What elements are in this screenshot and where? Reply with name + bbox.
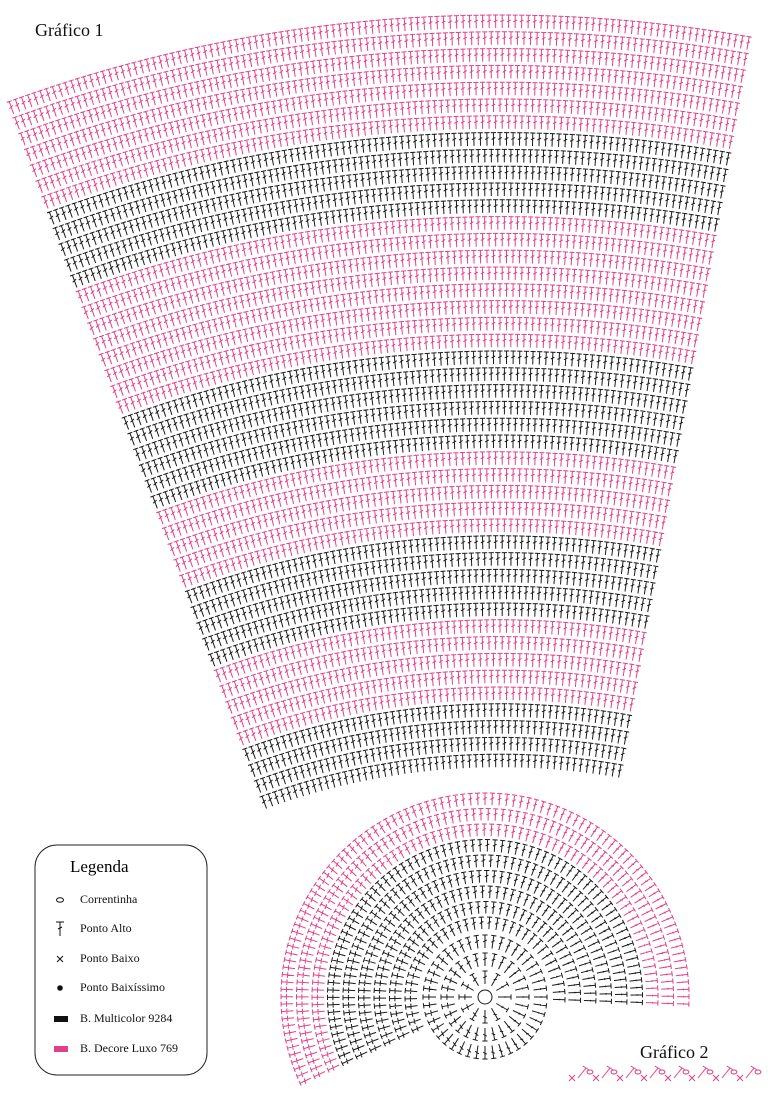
stitch-row (138, 400, 685, 478)
stitch-row (167, 484, 671, 556)
stitch-row (58, 165, 726, 256)
stitch-row (46, 132, 732, 225)
chart-title: Gráfico 2 (640, 1042, 708, 1062)
stitch-row (69, 199, 720, 288)
stitch-row (190, 552, 659, 620)
single-crochet-symbol (56, 955, 64, 963)
legend-label: B. Decore Luxo 769 (80, 1041, 178, 1055)
stitch-row (458, 970, 512, 1024)
chain-stitch (658, 1069, 666, 1075)
stitch-row (259, 753, 624, 809)
stitch-row (404, 916, 566, 1034)
stitch-row (389, 901, 581, 1040)
double-crochet-symbol (56, 921, 64, 936)
stitch-row (253, 736, 627, 793)
legend-label: Ponto Alto (80, 921, 132, 935)
stitch-row (201, 585, 653, 651)
chain-stitch (610, 1069, 618, 1075)
stitch-row (29, 81, 741, 178)
chain-stitch (754, 1069, 762, 1075)
stitch-row (173, 501, 668, 572)
stitch-row (150, 434, 679, 509)
stitch-row (247, 720, 630, 777)
legend-label: Ponto Baixo (80, 951, 140, 965)
slip-stitch-symbol (57, 985, 63, 991)
chart-title: Gráfico 1 (35, 20, 103, 40)
stitch-row (196, 568, 656, 635)
pink-yarn-swatch (54, 1046, 68, 1052)
stitch-row (280, 792, 690, 1086)
chain-stitch (586, 1069, 594, 1075)
stitch-row (52, 148, 729, 241)
stitch-row (121, 350, 694, 430)
stitch-row (87, 249, 711, 335)
chain-symbol (56, 897, 64, 903)
black-yarn-swatch (54, 1016, 68, 1022)
legend-title: Legenda (70, 857, 129, 876)
stitch-chart (6, 14, 762, 1086)
stitch-row (41, 115, 735, 209)
chain-stitch (706, 1069, 714, 1075)
stitch-row (422, 934, 548, 1060)
stitch-row (110, 316, 700, 399)
stitch-row (23, 64, 744, 162)
stitch-row (311, 823, 659, 1073)
stitch-row (568, 1065, 758, 1082)
stitch-row (98, 283, 706, 367)
legend-label: Ponto Baixíssimo (80, 980, 165, 994)
chain-stitch (682, 1069, 690, 1075)
legend-box (34, 844, 208, 1076)
stitch-row (230, 669, 639, 730)
stitch-row (184, 535, 662, 604)
stitch-row (224, 652, 641, 714)
stitch-row (156, 451, 676, 525)
stitch-row (161, 468, 674, 541)
magic-ring (477, 989, 493, 1005)
stitch-row (92, 266, 709, 351)
stitch-row (35, 98, 738, 193)
stitch-row (115, 333, 697, 414)
stitch-row (133, 384, 688, 462)
stitch-row (327, 839, 643, 1067)
legend: Legenda Correntinha Ponto Alto Ponto Bai… (34, 844, 208, 1076)
stitch-row (207, 602, 650, 667)
stitch-row (104, 300, 703, 383)
stitch-row (178, 518, 665, 588)
legend-label: B. Multicolor 9284 (80, 1011, 172, 1025)
stitch-row (296, 808, 674, 1080)
stitch-row (64, 182, 723, 272)
stitch-row (144, 417, 682, 493)
stitch-row (236, 686, 636, 746)
stitch-row (18, 48, 746, 146)
stitch-row (358, 870, 612, 1054)
chain-stitch (634, 1069, 642, 1075)
stitch-row (342, 854, 628, 1060)
stitch-row (373, 885, 597, 1047)
stitch-row (127, 367, 691, 446)
stitch-row (219, 636, 644, 699)
stitch-row (81, 232, 714, 320)
legend-label: Correntinha (80, 892, 138, 906)
stitch-row (75, 216, 717, 304)
chain-stitch (730, 1069, 738, 1075)
stitch-row (242, 703, 633, 762)
stitch-row (6, 14, 752, 114)
stitch-row (440, 952, 530, 1042)
stitch-row (12, 31, 749, 130)
stitch-row (213, 619, 647, 683)
